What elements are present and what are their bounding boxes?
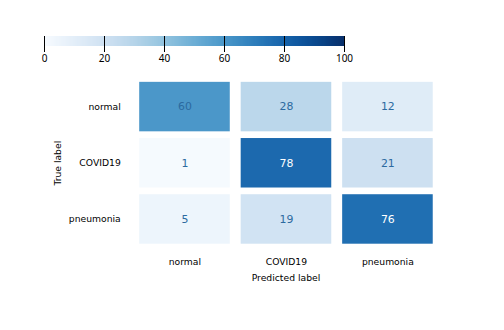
svg-text:21: 21: [381, 157, 395, 170]
svg-text:78: 78: [279, 157, 293, 170]
svg-text:5: 5: [181, 213, 188, 226]
svg-text:19: 19: [279, 213, 293, 226]
svg-text:pneumonia: pneumonia: [69, 213, 121, 224]
svg-text:COVID19: COVID19: [79, 157, 121, 168]
svg-text:80: 80: [279, 51, 291, 65]
svg-text:0: 0: [42, 51, 48, 65]
svg-text:40: 40: [159, 51, 171, 65]
svg-text:normal: normal: [169, 256, 201, 267]
svg-text:60: 60: [178, 100, 192, 113]
svg-text:76: 76: [381, 213, 395, 226]
svg-text:COVID19: COVID19: [266, 256, 308, 267]
svg-text:12: 12: [381, 100, 395, 113]
svg-text:60: 60: [219, 51, 231, 65]
svg-text:28: 28: [279, 100, 293, 113]
svg-text:pneumonia: pneumonia: [362, 256, 414, 267]
svg-text:1: 1: [181, 157, 188, 170]
svg-text:normal: normal: [88, 101, 120, 112]
svg-text:True label: True label: [52, 141, 63, 187]
svg-text:20: 20: [99, 51, 111, 65]
svg-text:100: 100: [336, 51, 353, 65]
svg-text:Predicted label: Predicted label: [252, 272, 321, 283]
